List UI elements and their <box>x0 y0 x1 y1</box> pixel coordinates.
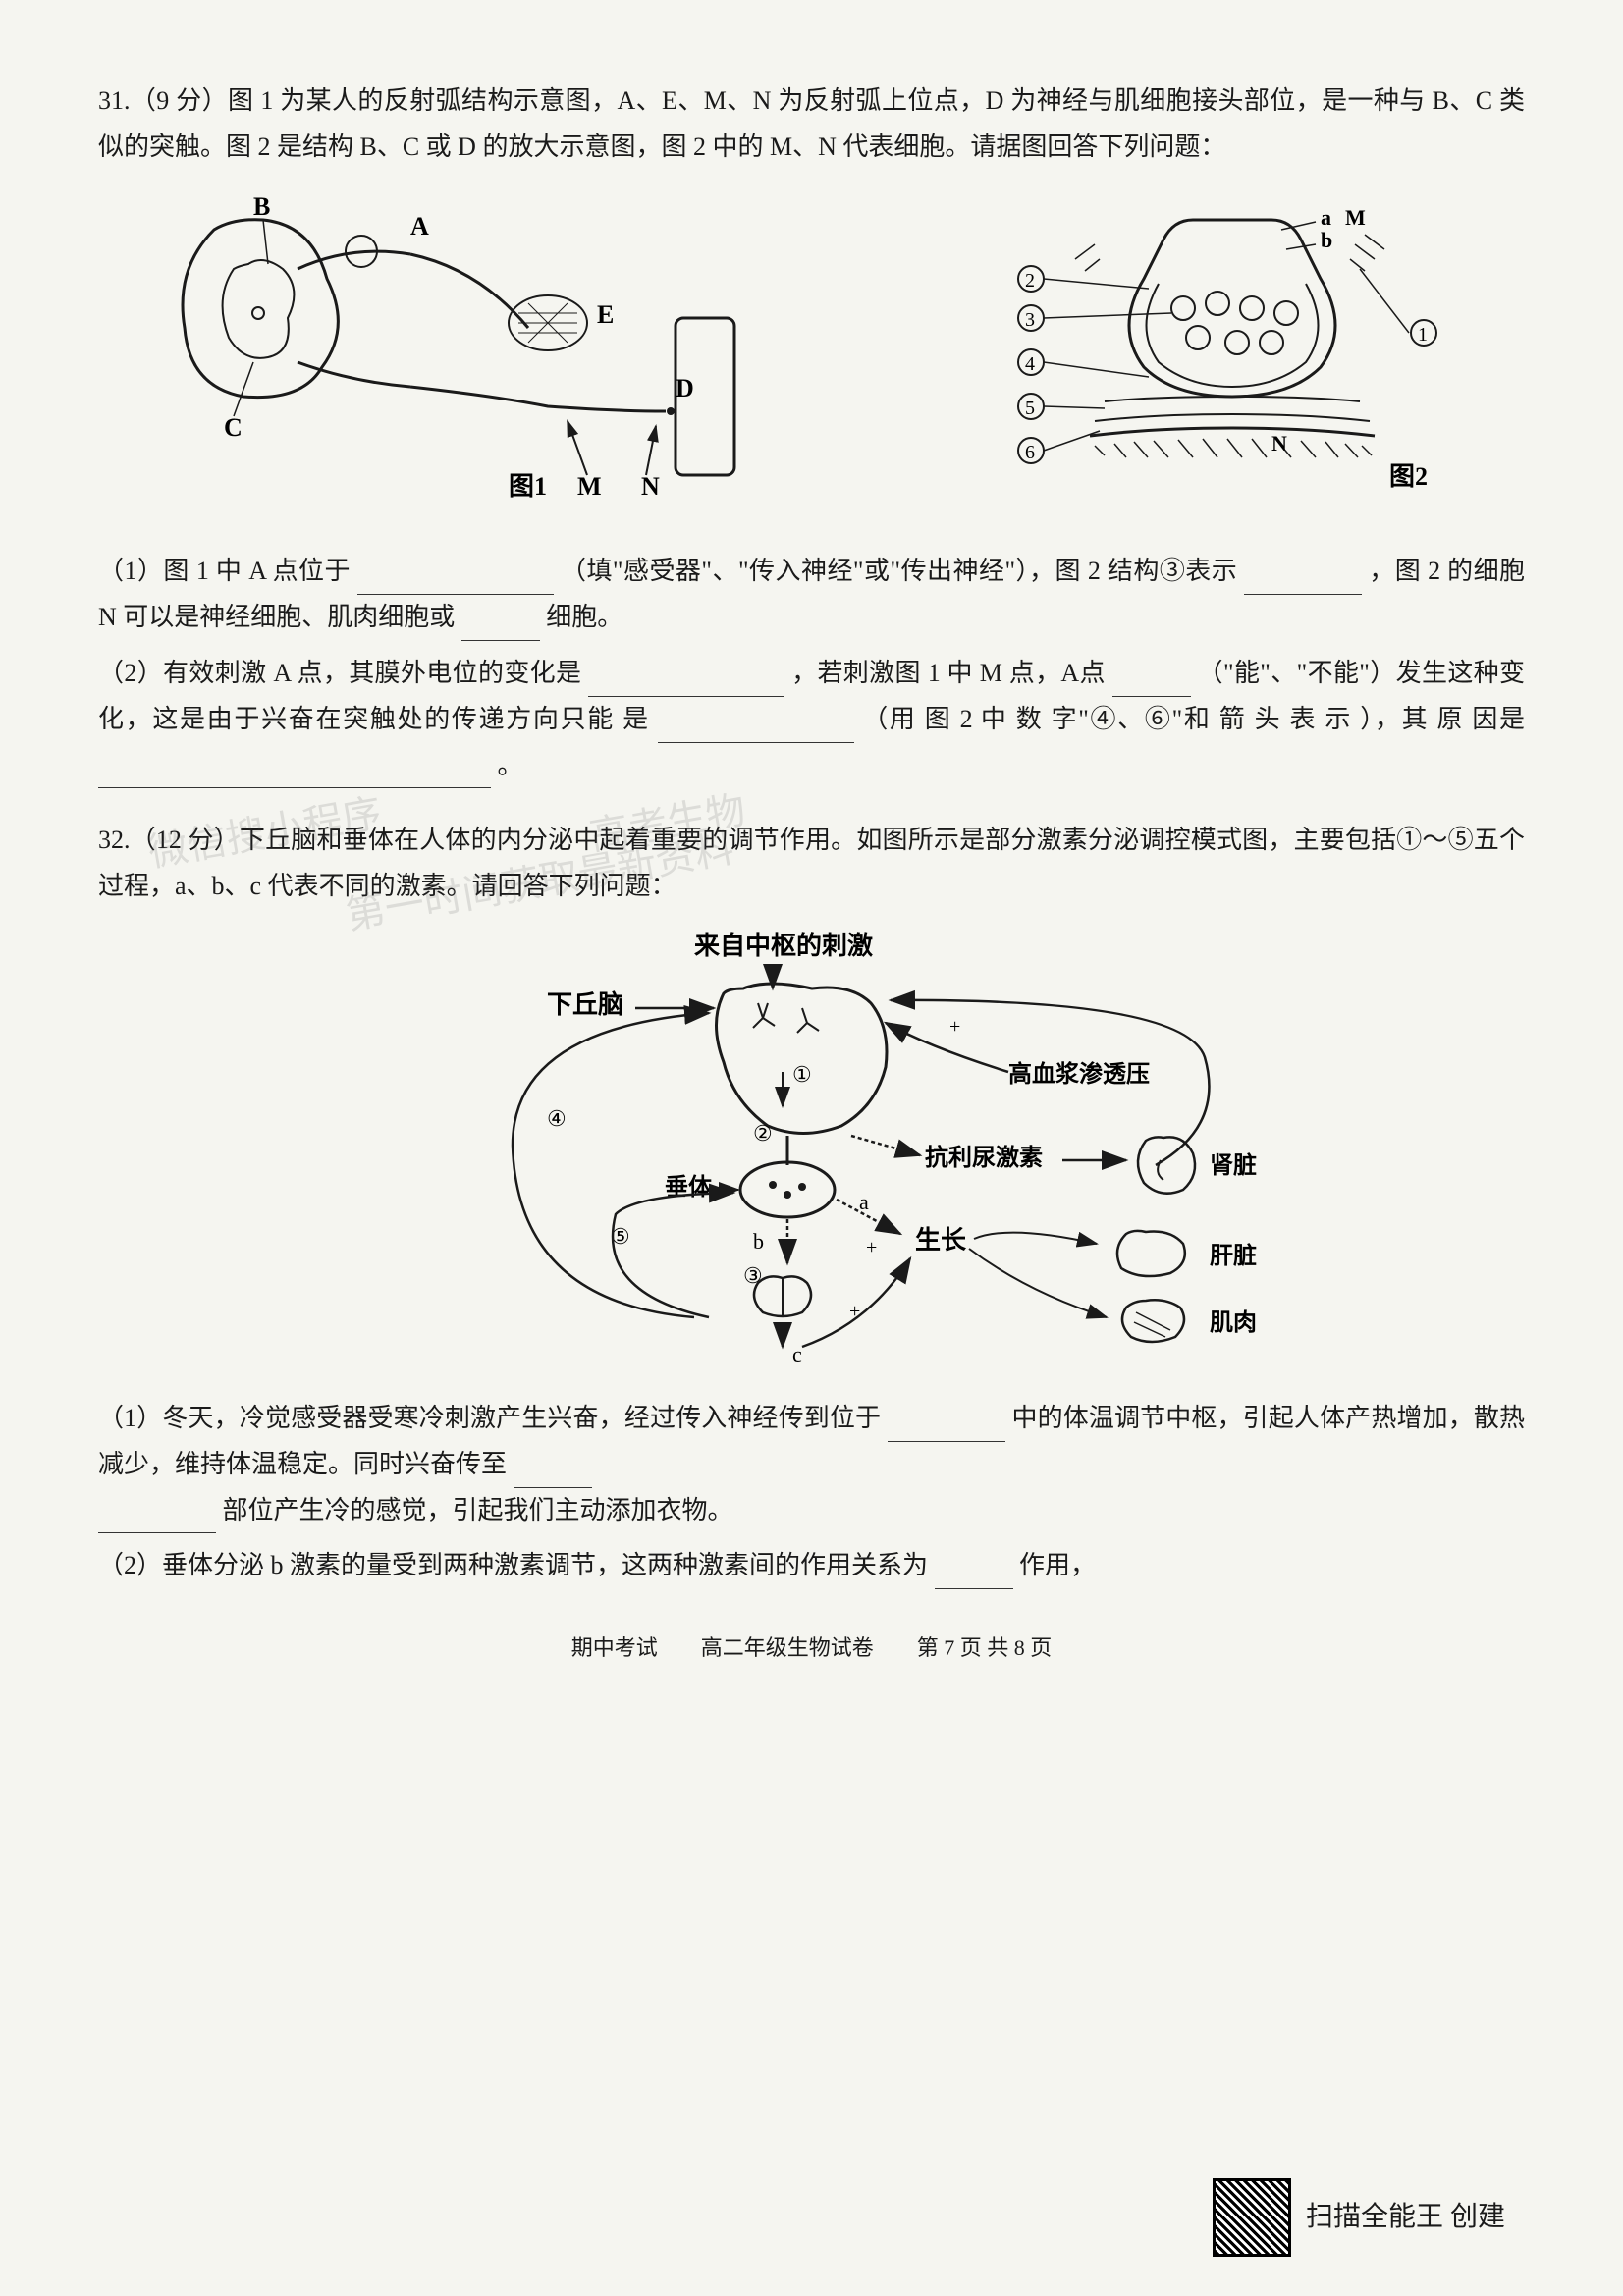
blank-6[interactable] <box>658 710 854 743</box>
plus2: + <box>849 1301 860 1322</box>
blank-8[interactable] <box>888 1409 1005 1442</box>
plus1: + <box>866 1237 877 1258</box>
q31-sub2-p1: （2）有效刺激 A 点，其膜外电位的变化是 <box>98 659 581 687</box>
liver-label: 肝脏 <box>1210 1242 1257 1269</box>
label-C: C <box>224 413 243 442</box>
blank-11[interactable] <box>935 1556 1013 1589</box>
scan-credit: 扫描全能王 创建 <box>1213 2178 1505 2257</box>
plus3: + <box>949 1016 960 1038</box>
n5: 5 <box>1025 398 1035 419</box>
blank-3[interactable] <box>461 608 540 641</box>
qr-code-icon <box>1213 2178 1291 2257</box>
question-31: 31.（9 分）图 1 为某人的反射弧结构示意图，A、E、M、N 为反射弧上位点… <box>98 79 1525 788</box>
kidney-label: 肾脏 <box>1210 1151 1257 1179</box>
n4: 4 <box>1025 353 1035 375</box>
q32-c: c <box>792 1342 802 1366</box>
q31-sub1: （1）图 1 中 A 点位于 （填"感受器"、"传入神经"或"传出神经"），图 … <box>98 549 1525 641</box>
q31-sub2-p4: （用 图 2 中 数 字"④、⑥"和 箭 头 表 示 ），其 原 因是 <box>862 705 1525 733</box>
blank-2[interactable] <box>1244 561 1362 595</box>
q31-sub1-p4: 细胞。 <box>546 603 622 631</box>
n6: 6 <box>1025 442 1035 463</box>
label-D: D <box>676 374 694 402</box>
q31-header-text: 31.（9 分）图 1 为某人的反射弧结构示意图，A、E、M、N 为反射弧上位点… <box>98 86 1525 161</box>
figure-1-box: A B C D E M N 图1 <box>155 190 823 520</box>
q32-header-text: 32.（12 分）下丘脑和垂体在人体的内分泌中起着重要的调节作用。如图所示是部分… <box>98 826 1525 900</box>
label-E: E <box>597 300 614 329</box>
q32-sub2-p1: （2）垂体分泌 b 激素的量受到两种激素调节，这两种激素间的作用关系为 <box>98 1551 928 1579</box>
label-a: a <box>1321 205 1331 230</box>
question-32: 微信搜小程序 高考生物 第一时间获取最新资料 32.（12 分）下丘脑和垂体在人… <box>98 818 1525 1589</box>
label-M: M <box>577 472 602 501</box>
q32-sub2: （2）垂体分泌 b 激素的量受到两种激素调节，这两种激素间的作用关系为 作用， <box>98 1543 1525 1589</box>
q32-n4: ④ <box>547 1106 567 1131</box>
figure-2-box: a M b 1 2 3 4 5 <box>957 200 1468 510</box>
growth-label: 生长 <box>915 1226 967 1255</box>
q31-sub2: （2）有效刺激 A 点，其膜外电位的变化是 ，若刺激图 1 中 M 点，A点 （… <box>98 651 1525 788</box>
osmotic-label: 高血浆渗透压 <box>1008 1060 1150 1088</box>
label-M2: M <box>1345 205 1366 230</box>
fig1-label-text: 图1 <box>509 472 547 501</box>
blank-1[interactable] <box>357 561 554 595</box>
q31-sub1-p1: （1）图 1 中 A 点位于 <box>98 557 351 585</box>
blank-10[interactable] <box>98 1501 216 1534</box>
page-footer: 期中考试 高二年级生物试卷 第 7 页 共 8 页 <box>98 1629 1525 1668</box>
q31-header: 31.（9 分）图 1 为某人的反射弧结构示意图，A、E、M、N 为反射弧上位点… <box>98 79 1525 171</box>
synapse-diagram: a M b 1 2 3 4 5 <box>957 200 1468 495</box>
q32-sub2-p2: 作用， <box>1019 1551 1096 1579</box>
label-A: A <box>410 212 429 240</box>
n1: 1 <box>1418 324 1428 346</box>
q32-b: b <box>753 1229 764 1254</box>
q31-sub2-p5: 。 <box>498 751 523 779</box>
adh-label: 抗利尿激素 <box>925 1144 1043 1171</box>
q31-sub2-p2: ，若刺激图 1 中 M 点，A点 <box>791 659 1106 687</box>
stimulus-label: 来自中枢的刺激 <box>694 931 873 960</box>
q32-n3: ③ <box>743 1263 763 1288</box>
blank-9[interactable] <box>514 1455 592 1488</box>
hormone-diagram: 来自中枢的刺激 下丘脑 垂体 ① ② <box>321 930 1303 1371</box>
blank-4[interactable] <box>588 664 784 697</box>
n3: 3 <box>1025 309 1035 331</box>
q32-a: a <box>859 1190 869 1214</box>
n2: 2 <box>1025 270 1035 292</box>
q31-sub1-p2: （填"感受器"、"传入神经"或"传出神经"），图 2 结构③表示 <box>561 557 1237 585</box>
label-N2: N <box>1271 431 1287 455</box>
q32-n2: ② <box>753 1121 773 1146</box>
footer-text: 期中考试 高二年级生物试卷 第 7 页 共 8 页 <box>571 1635 1053 1660</box>
blank-7[interactable] <box>98 756 491 789</box>
q32-sub1-p1: （1）冬天，冷觉感受器受寒冷刺激产生兴奋，经过传入神经传到位于 <box>98 1404 881 1432</box>
label-B: B <box>253 192 270 221</box>
muscle-label: 肌肉 <box>1210 1309 1257 1336</box>
fig2-label-text: 图2 <box>1389 462 1428 491</box>
label-b: b <box>1321 228 1332 252</box>
reflex-arc-diagram: A B C D E M N 图1 <box>155 190 823 505</box>
q32-n1: ① <box>792 1062 812 1087</box>
q32-sub1-p3: 部位产生冷的感觉，引起我们主动添加衣物。 <box>223 1496 733 1524</box>
hormone-figure-container: 来自中枢的刺激 下丘脑 垂体 ① ② <box>98 930 1525 1371</box>
q32-sub1: （1）冬天，冷觉感受器受寒冷刺激产生兴奋，经过传入神经传到位于 中的体温调节中枢… <box>98 1396 1525 1533</box>
q32-header: 32.（12 分）下丘脑和垂体在人体的内分泌中起着重要的调节作用。如图所示是部分… <box>98 818 1525 910</box>
hypothalamus-label: 下丘脑 <box>547 990 623 1019</box>
q31-figures: A B C D E M N 图1 <box>98 190 1525 520</box>
label-N: N <box>641 472 660 501</box>
scan-text: 扫描全能王 创建 <box>1306 2193 1505 2242</box>
blank-5[interactable] <box>1112 664 1191 697</box>
